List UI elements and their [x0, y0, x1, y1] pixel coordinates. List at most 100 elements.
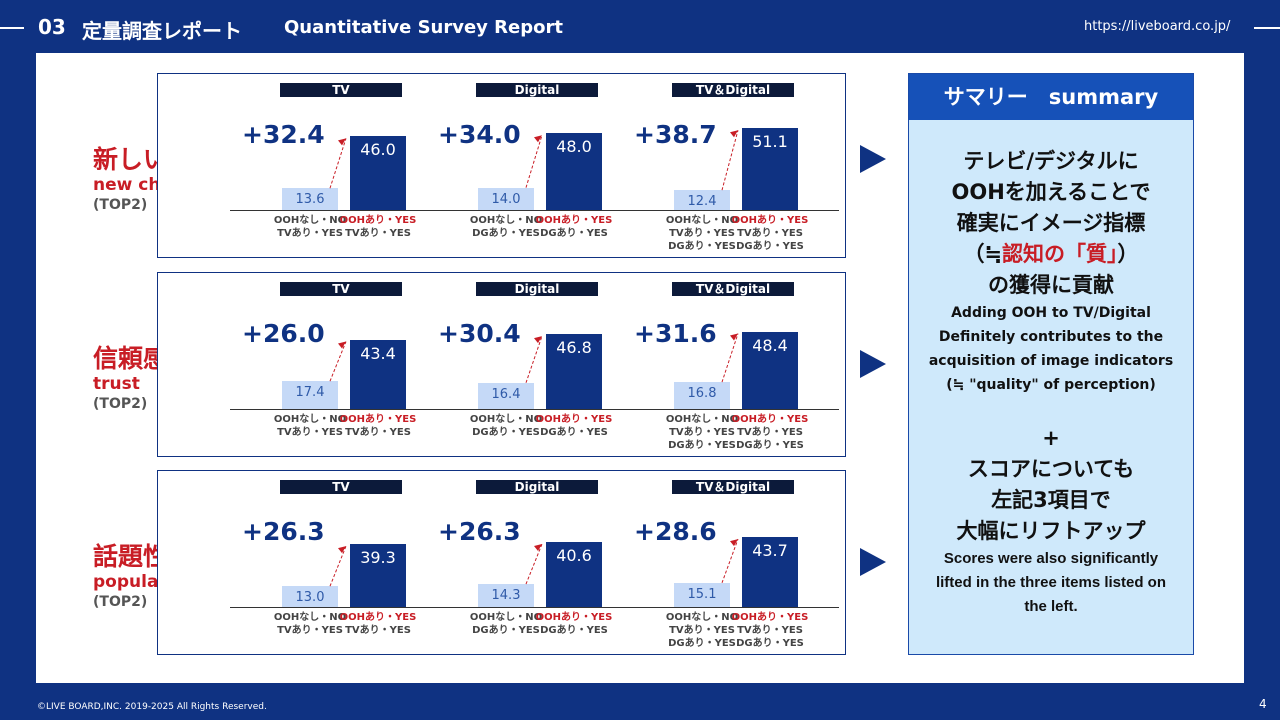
value-label-with: 48.0 [556, 137, 592, 157]
row-label-top2: (TOP2) [93, 396, 148, 412]
value-label-without: 15.1 [687, 586, 717, 602]
value-label-with: 39.3 [360, 548, 396, 568]
x-label-line: TVあり・YES [345, 228, 411, 239]
group-title: Digital [476, 480, 598, 494]
summary-title: サマリー summary [909, 74, 1193, 120]
diff-label: +26.0 [242, 319, 325, 348]
x-label-line: DGあり・YES [668, 241, 736, 252]
value-label-with: 43.7 [752, 541, 788, 561]
diff-label: +26.3 [242, 517, 325, 546]
summary-jp-line: 左記3項目で [991, 488, 1111, 512]
diff-arrow-line [525, 543, 543, 585]
x-label-line: DGあり・YES [540, 625, 608, 636]
diff-arrow-line [525, 135, 543, 188]
summary-en-line: Definitely contributes to the [938, 329, 1164, 345]
page-number: 4 [1259, 697, 1267, 711]
x-label-line: OOHあり・YES [535, 215, 613, 226]
diff-label: +34.0 [438, 120, 521, 149]
row-label-jp: 話題性 [93, 542, 169, 571]
x-label-line: DGあり・YES [472, 625, 540, 636]
x-label-line: OOHなし・NO [665, 414, 739, 425]
x-label-line: TVあり・YES [669, 228, 735, 239]
diff-arrows [329, 130, 739, 191]
value-label-without: 12.4 [687, 194, 717, 210]
diff-label: +38.7 [634, 120, 717, 149]
group-title: TV＆Digital [672, 480, 794, 494]
group-title: Digital [476, 282, 598, 296]
x-label-line: TVあり・YES [277, 427, 343, 438]
x-label-line: DGあり・YES [540, 228, 608, 239]
x-label-with-ooh: OOHあり・YES TVあり・YES [328, 413, 428, 439]
x-label-line: OOHなし・NO [273, 215, 347, 226]
value-label-with: 46.0 [360, 140, 396, 160]
diff-label: +31.6 [634, 319, 717, 348]
diff-label: +28.6 [634, 517, 717, 546]
x-label-line: TVあり・YES [669, 625, 735, 636]
arrow-head-icon [730, 333, 738, 341]
group-title: TV [280, 480, 402, 494]
row-label-top2: (TOP2) [93, 594, 148, 610]
group-title: TV＆Digital [672, 282, 794, 296]
chart-baseline [230, 210, 839, 211]
arrow-head-icon [338, 138, 346, 146]
summary-jp-line: の獲得に貢献 [988, 273, 1114, 297]
x-label-line: TVあり・YES [345, 625, 411, 636]
arrow-head-icon [534, 135, 542, 143]
summary-plus: + [1042, 426, 1060, 450]
value-label-without: 14.0 [491, 191, 521, 207]
x-label-line: TVあり・YES [669, 427, 735, 438]
x-label-line: TVあり・YES [277, 625, 343, 636]
diff-label: +26.3 [438, 517, 521, 546]
x-label-with-ooh: OOHあり・YES TVあり・YES [328, 214, 428, 240]
play-arrow-icon [860, 350, 886, 378]
bar-with-ooh [742, 331, 798, 409]
x-label-line: OOHなし・NO [665, 612, 739, 623]
group-title: TV＆Digital [672, 83, 794, 97]
x-label-line: DGあり・YES [540, 427, 608, 438]
value-label-without: 13.0 [295, 590, 325, 606]
value-label-without: 16.4 [491, 386, 521, 402]
arrow-head-icon [534, 336, 542, 344]
x-label-line: TVあり・YES [737, 427, 803, 438]
x-label-without-ooh: OOHなし・NO DGあり・YES [456, 413, 556, 439]
bar-without-ooh [478, 382, 534, 409]
x-label-with-ooh: OOHあり・YES TVあり・YES DGあり・YES [720, 214, 820, 253]
diff-arrows [329, 538, 739, 587]
row-label-top2: (TOP2) [93, 197, 148, 213]
value-label-without: 14.3 [491, 588, 521, 604]
value-label-with: 43.4 [360, 343, 396, 363]
bar-with-ooh [742, 537, 798, 607]
diff-arrow-line [329, 341, 347, 382]
value-label-with: 40.6 [556, 546, 592, 566]
bar-without-ooh [674, 382, 730, 409]
diff-arrow-line [721, 538, 739, 584]
x-label-line: OOHあり・YES [731, 215, 809, 226]
arrow-head-icon [730, 130, 738, 138]
diff-arrows [329, 333, 739, 383]
bar-without-ooh [674, 190, 730, 210]
row-label-jp: 信頼感 [93, 344, 169, 373]
bar-without-ooh [478, 187, 534, 210]
bar-with-ooh [350, 544, 406, 607]
arrow-head-icon [338, 341, 346, 349]
value-label-without: 17.4 [295, 385, 325, 401]
x-label-without-ooh: OOHなし・NO DGあり・YES [456, 611, 556, 637]
x-label-without-ooh: OOHなし・NO TVあり・YES [260, 214, 360, 240]
summary-jp-line: スコアについても [967, 457, 1135, 481]
summary-jp-line: テレビ/デジタルに [963, 149, 1139, 173]
value-label-without: 13.6 [295, 192, 325, 208]
bar-with-ooh [350, 339, 406, 409]
arrow-head-icon [534, 544, 542, 552]
summary-jp-paren: （≒認知の「質」） [909, 239, 1193, 270]
summary-body: テレビ/デジタルに OOHを加えることで 確実にイメージ指標 （≒認知の「質」）… [909, 120, 1193, 619]
x-label-line: DGあり・YES [736, 241, 804, 252]
x-label-with-ooh: OOHあり・YES DGあり・YES [524, 611, 624, 637]
bar-with-ooh [546, 133, 602, 210]
x-label-line: DGあり・YES [668, 440, 736, 451]
x-label-line: DGあり・YES [668, 638, 736, 649]
summary-en-line: lifted in the three items listed on [935, 574, 1167, 591]
summary-en-line: (≒ "quality" of perception) [946, 377, 1156, 393]
x-label-line: OOHなし・NO [469, 612, 543, 623]
bar-without-ooh [478, 584, 534, 607]
x-label-with-ooh: OOHあり・YES TVあり・YES DGあり・YES [720, 611, 820, 650]
